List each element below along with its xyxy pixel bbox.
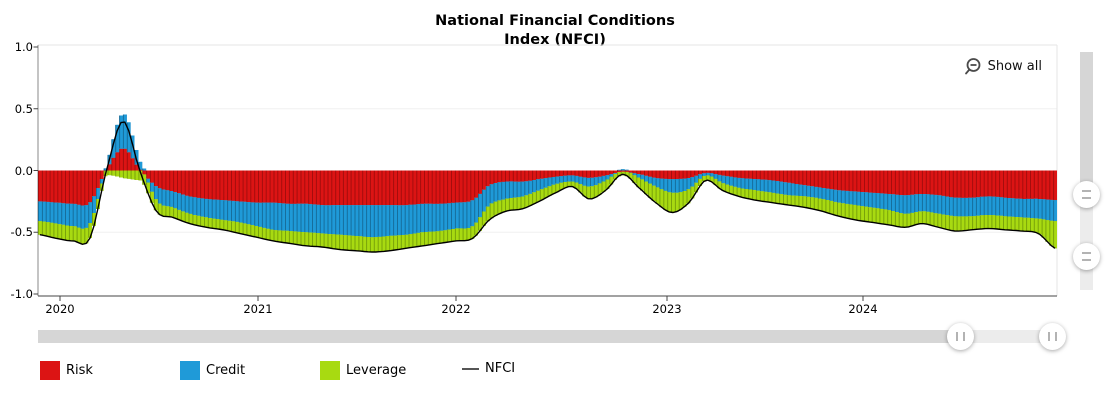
x-axis-label: 2024 bbox=[848, 302, 878, 316]
x-axis-label: 2023 bbox=[652, 302, 682, 316]
legend-item-credit[interactable]: Credit bbox=[180, 361, 245, 380]
x-axis-label: 2021 bbox=[243, 302, 273, 316]
handle-grip-icon bbox=[956, 332, 965, 341]
leverage-swatch-icon bbox=[320, 361, 340, 380]
y-axis-label: 1.0 bbox=[14, 40, 33, 54]
x-range-selected bbox=[38, 330, 953, 343]
x-axis-label: 2022 bbox=[441, 302, 471, 316]
credit-swatch-icon bbox=[180, 361, 200, 380]
y-axis-label: 0.5 bbox=[14, 101, 33, 116]
x-range-handle-right[interactable] bbox=[1039, 323, 1066, 350]
show-all-button[interactable]: Show all bbox=[963, 57, 1042, 76]
legend-item-nfci[interactable]: NFCI bbox=[462, 361, 515, 376]
risk-bars[interactable] bbox=[39, 148, 1057, 206]
x-range-scrollbar[interactable] bbox=[38, 330, 1063, 343]
handle-grip-icon bbox=[1082, 190, 1091, 199]
legend-item-risk[interactable]: Risk bbox=[40, 361, 93, 380]
chart-title-line1: National Financial Conditions bbox=[435, 13, 675, 29]
show-all-label: Show all bbox=[987, 59, 1042, 74]
chart-title: National Financial Conditions Index (NFC… bbox=[0, 12, 1110, 49]
y-axis-label: 0.0 bbox=[14, 163, 33, 178]
legend-label: Leverage bbox=[346, 363, 407, 378]
legend-label: Risk bbox=[66, 363, 93, 378]
zoom-out-icon bbox=[964, 58, 980, 75]
y-axis-label: -1.0 bbox=[10, 287, 33, 301]
handle-grip-icon bbox=[1082, 252, 1091, 261]
y-range-handle-top[interactable] bbox=[1073, 181, 1100, 208]
y-range-handle-bottom[interactable] bbox=[1073, 243, 1100, 270]
legend-item-leverage[interactable]: Leverage bbox=[320, 361, 406, 380]
y-range-scrollbar[interactable] bbox=[1080, 52, 1093, 290]
risk-swatch-icon bbox=[40, 361, 60, 380]
chart-title-line2: Index (NFCI) bbox=[504, 31, 606, 48]
nfci-line[interactable] bbox=[39, 121, 1056, 253]
legend: Risk Credit Leverage NFCI bbox=[0, 361, 1110, 385]
x-axis-label: 2020 bbox=[45, 302, 75, 316]
y-axis-label: -0.5 bbox=[10, 225, 33, 240]
legend-label: NFCI bbox=[485, 361, 516, 376]
legend-label: Credit bbox=[206, 363, 246, 378]
handle-grip-icon bbox=[1048, 332, 1057, 341]
nfci-line-swatch-icon bbox=[462, 367, 479, 370]
leverage-bars[interactable] bbox=[39, 170, 1057, 253]
x-range-handle-left[interactable] bbox=[947, 323, 974, 350]
y-range-selected bbox=[1080, 52, 1093, 195]
